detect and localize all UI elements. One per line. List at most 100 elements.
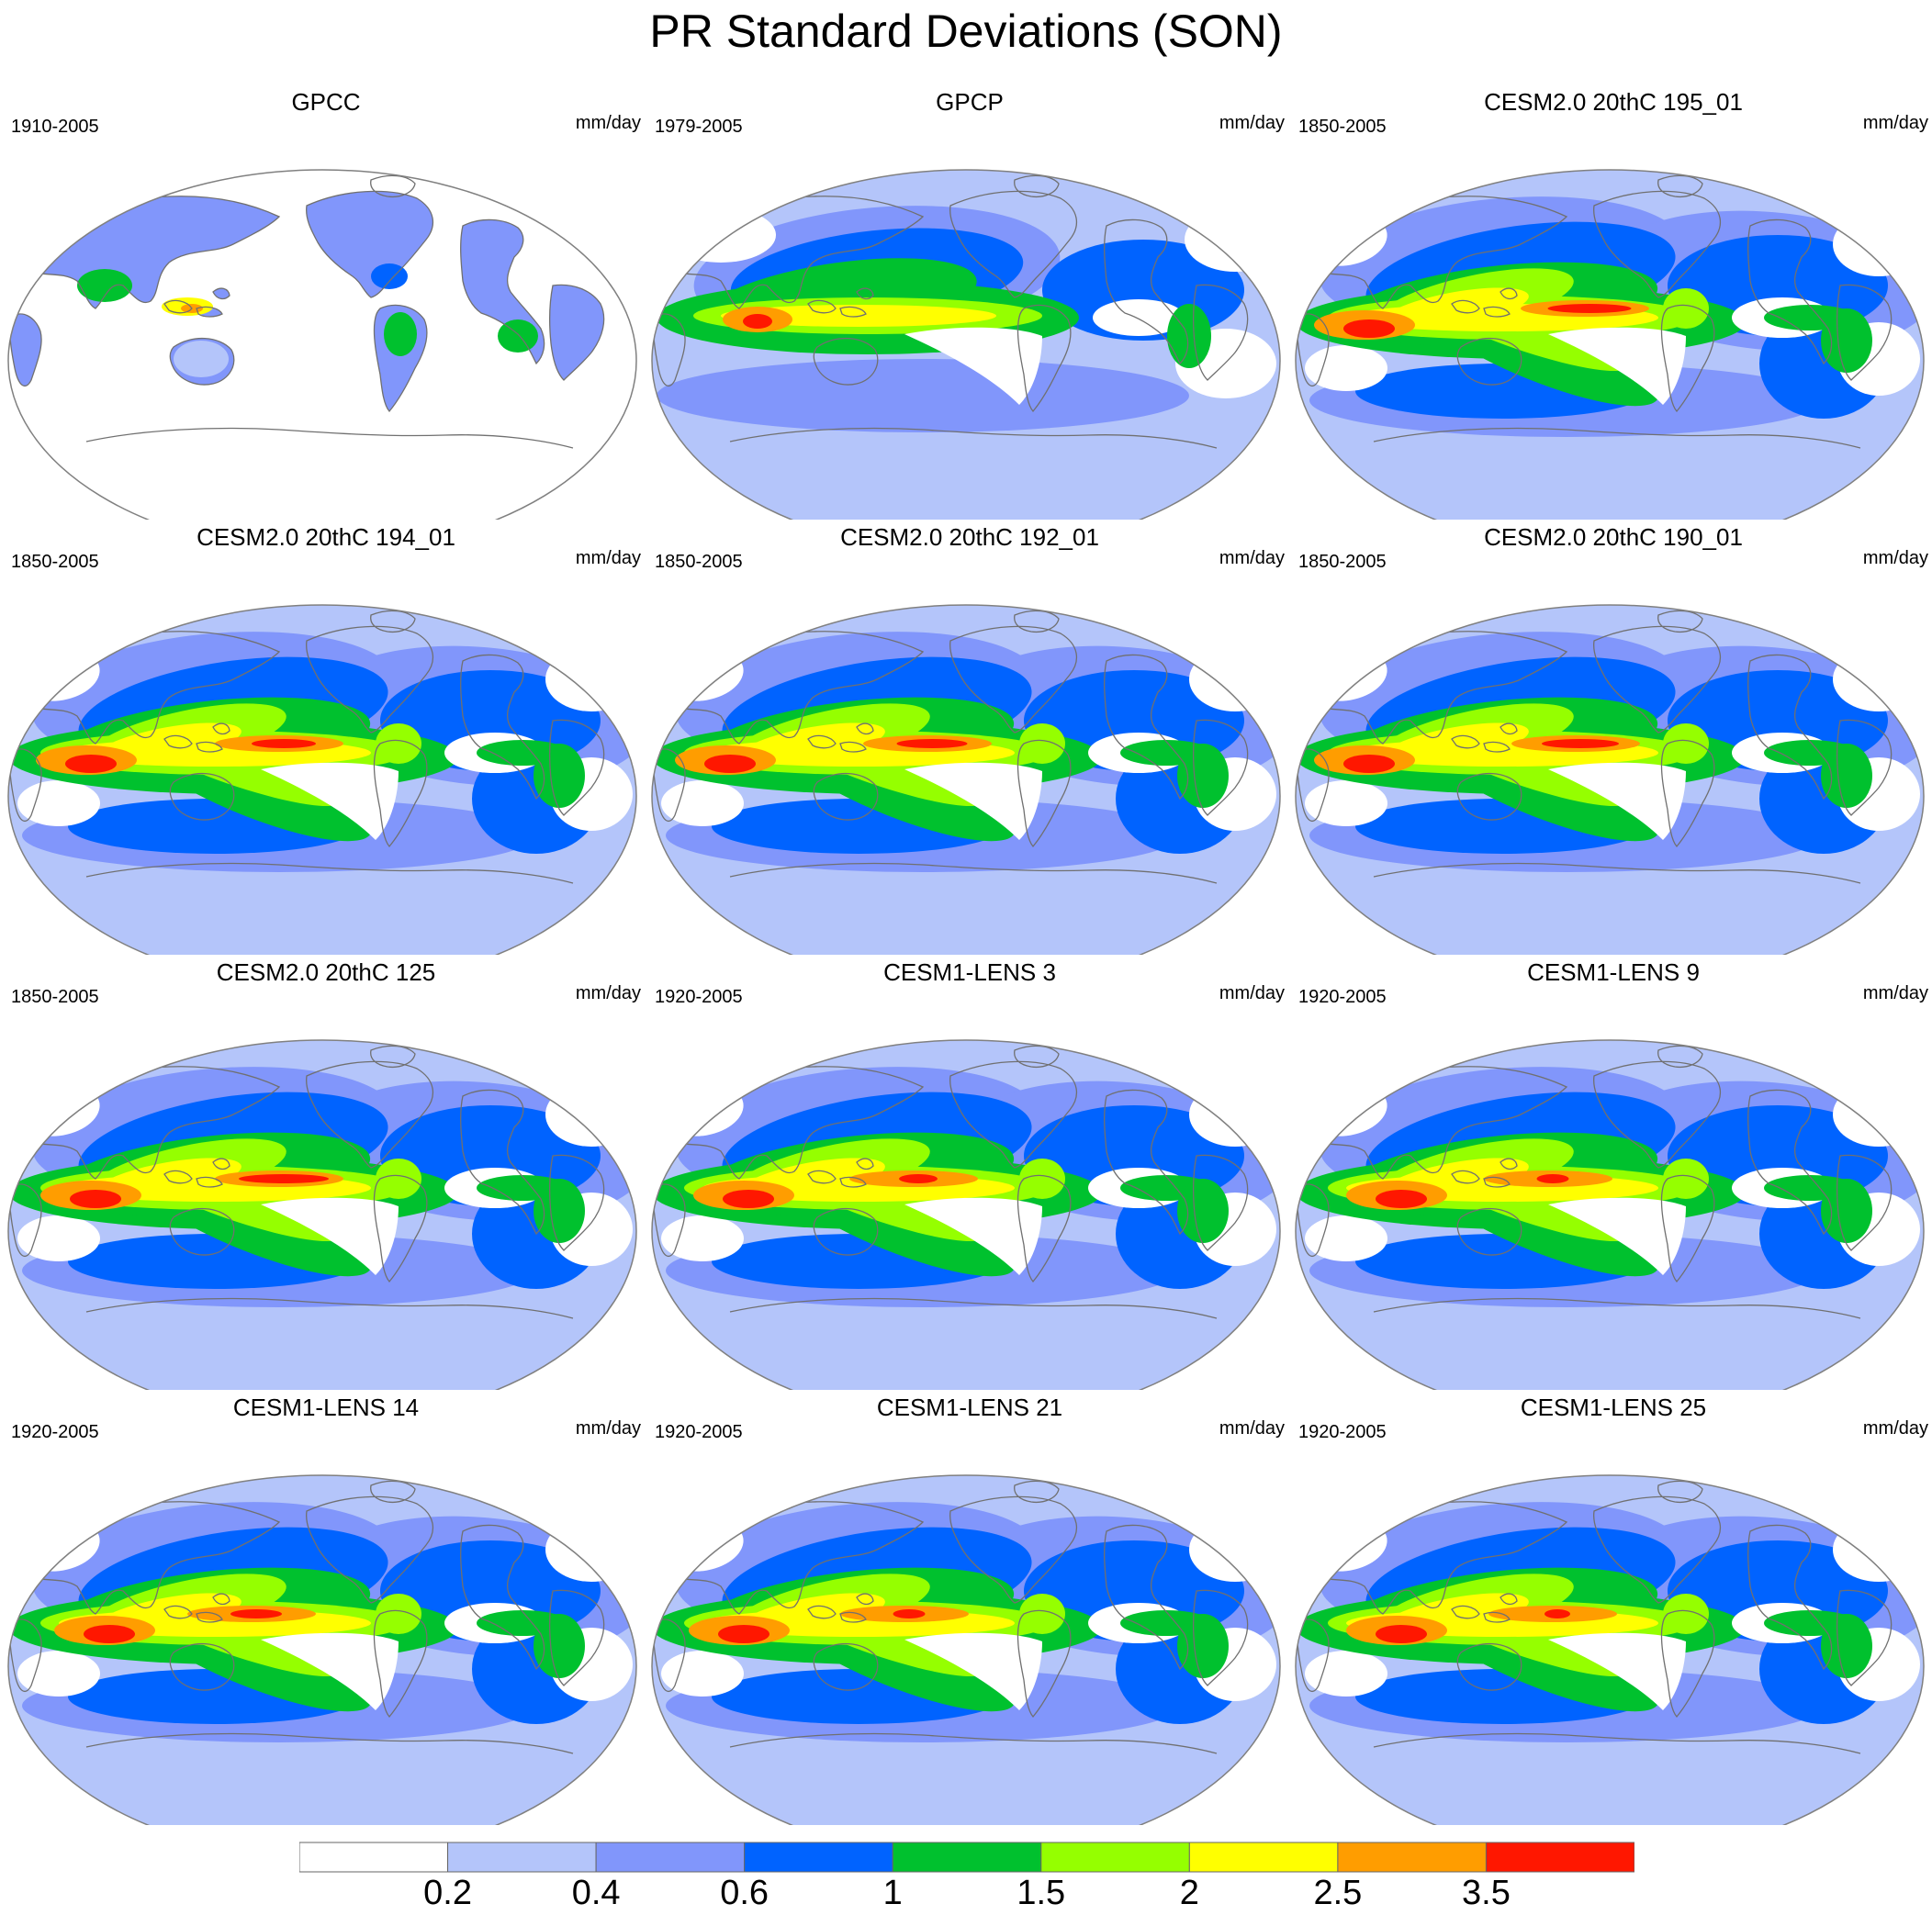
map-panel: CESM2.0 20thC 125 1850-2005 mm/day xyxy=(4,958,648,1390)
panel-units: mm/day xyxy=(1219,548,1285,568)
coastline-maritime xyxy=(807,1158,874,1188)
robinson-map xyxy=(1295,1474,1925,1825)
panel-units: mm/day xyxy=(1862,983,1928,1003)
africa-green xyxy=(1177,1179,1229,1243)
coastline-australia xyxy=(813,1207,879,1256)
coastline-northamerica xyxy=(949,1060,1078,1169)
colorbar-box xyxy=(447,1842,597,1873)
coastline-eastafrica xyxy=(549,1589,605,1686)
colorbar-box xyxy=(1337,1842,1487,1873)
africa-green xyxy=(534,744,585,808)
core-red xyxy=(1376,1190,1427,1208)
coastline-africa xyxy=(9,1618,42,1693)
coastline-eurasia xyxy=(663,1501,925,1615)
map-border xyxy=(651,169,1281,520)
coastline-africa xyxy=(1297,313,1330,387)
coastline-antarctica xyxy=(1373,862,1861,884)
panel-period: 1850-2005 xyxy=(1298,117,1387,137)
coastline-europe xyxy=(460,1524,545,1671)
coastline-australia xyxy=(1456,337,1522,386)
panel-title: CESM2.0 20thC 190_01 xyxy=(1484,523,1743,551)
coastline-northamerica xyxy=(1593,1060,1722,1169)
panel-period: 1850-2005 xyxy=(1298,552,1387,572)
robinson-map xyxy=(1295,604,1925,955)
warm-pool-yellow xyxy=(1384,722,1529,765)
robinson-map xyxy=(651,1474,1281,1825)
coastline-southamerica xyxy=(1660,1609,1715,1719)
coastline-southamerica xyxy=(1660,304,1715,413)
coastline-australia xyxy=(169,1642,235,1691)
map-border xyxy=(1295,604,1925,955)
coastline-antarctica xyxy=(1373,1297,1861,1319)
dry-zone-europe xyxy=(1833,1082,1924,1147)
panel-title: CESM1-LENS 3 xyxy=(883,958,1056,986)
robinson-map xyxy=(1295,1039,1925,1390)
coastline-antarctica xyxy=(1373,1732,1861,1754)
map-panel: CESM2.0 20thC 190_01 1850-2005 mm/day xyxy=(1291,523,1932,955)
panel-period: 1850-2005 xyxy=(655,552,743,572)
africa-green xyxy=(1821,1614,1872,1678)
precip-field xyxy=(1296,605,1924,955)
core-red-east xyxy=(899,1174,938,1183)
panel-period: 1920-2005 xyxy=(655,987,743,1007)
land-field-eastafrica xyxy=(549,285,604,380)
coastline-australia xyxy=(169,337,235,386)
panel-period: 1920-2005 xyxy=(11,1422,99,1442)
coastline-antarctica xyxy=(729,862,1218,884)
core-red-east xyxy=(239,1174,329,1183)
core-red xyxy=(65,755,117,773)
coastline-africa xyxy=(653,1183,686,1258)
panama-lime xyxy=(1019,723,1065,764)
panel-period: 1920-2005 xyxy=(1298,1422,1387,1442)
map-panel: CESM1-LENS 9 1920-2005 mm/day xyxy=(1291,958,1932,1390)
colorbar-box xyxy=(299,1842,449,1873)
core-red-east xyxy=(896,739,968,748)
coastline-northamerica xyxy=(1593,190,1722,298)
dry-zone-indian xyxy=(661,1651,744,1697)
colorbar-tick-label: 0.2 xyxy=(423,1874,472,1912)
coastline-northamerica xyxy=(1593,1495,1722,1604)
core-red xyxy=(743,314,772,329)
dry-zone-europe xyxy=(545,1517,636,1582)
robinson-map xyxy=(7,604,637,955)
coastline-eurasia xyxy=(1307,196,1568,309)
core-red xyxy=(1343,319,1395,338)
panama-lime xyxy=(1663,1159,1709,1199)
dry-zone-europe xyxy=(1189,1082,1280,1147)
panama-lime xyxy=(1663,723,1709,764)
coastline-southamerica xyxy=(1017,1609,1072,1719)
coastline-australia xyxy=(169,1207,235,1256)
dry-zone-cold-tongue xyxy=(1548,327,1686,405)
panama-lime xyxy=(1663,288,1709,329)
precip-field xyxy=(652,1040,1280,1390)
coastline-southamerica xyxy=(1017,304,1072,413)
map-border xyxy=(7,604,637,955)
africa-green xyxy=(534,1179,585,1243)
land-green-africa xyxy=(498,319,538,353)
coastline-northamerica xyxy=(306,190,434,298)
coastline-southamerica xyxy=(373,739,428,848)
land-green-amazon xyxy=(384,312,417,356)
coastline-europe xyxy=(1747,218,1833,365)
coastline-europe xyxy=(1747,654,1833,801)
dry-zone-cold-tongue xyxy=(261,762,399,840)
panel-units: mm/day xyxy=(575,1418,641,1439)
africa-green xyxy=(1167,304,1211,368)
map-border xyxy=(7,1474,637,1825)
map-panel: CESM1-LENS 3 1920-2005 mm/day xyxy=(647,958,1292,1390)
map-panel: CESM2.0 20thC 195_01 1850-2005 mm/day xyxy=(1291,88,1932,520)
coastline-africa xyxy=(653,313,686,387)
colorbar-box xyxy=(1188,1842,1339,1873)
panel-units: mm/day xyxy=(1862,1418,1928,1439)
warm-pool-yellow xyxy=(740,722,885,765)
coastline-antarctica xyxy=(85,862,574,884)
core-red-east xyxy=(230,1609,282,1618)
robinson-map xyxy=(7,1474,637,1825)
coastline-africa xyxy=(653,1618,686,1693)
coastline-maritime xyxy=(163,287,230,318)
coastline-southamerica xyxy=(373,1609,428,1719)
coastline-maritime xyxy=(1451,1593,1518,1623)
colorbar-tick-label: 2.5 xyxy=(1313,1874,1363,1912)
coastline-eastafrica xyxy=(1837,284,1893,381)
coastline-antarctica xyxy=(1373,427,1861,449)
